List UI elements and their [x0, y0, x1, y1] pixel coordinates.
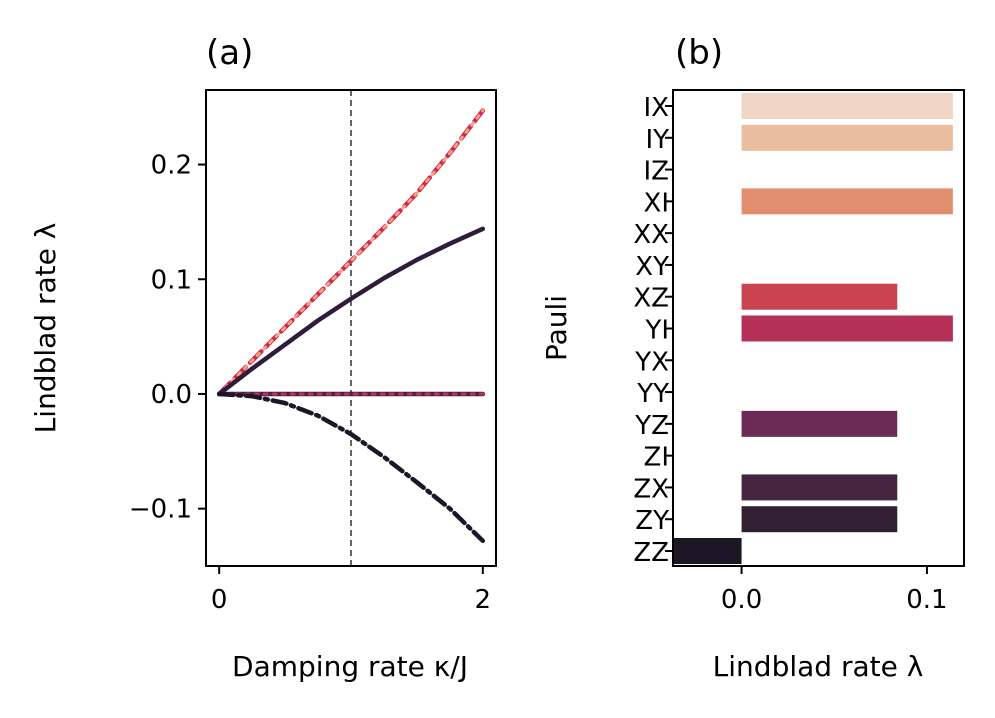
panel-b-category-label: IZ	[644, 157, 669, 187]
panel-b-category-label: XI	[644, 188, 669, 218]
panel-b-category-label: IX	[644, 93, 669, 123]
panel-b-axes-frame	[672, 89, 965, 567]
panel-b-category-label: ZI	[644, 443, 669, 473]
panel-b-y-axis-label: Pauli	[540, 295, 573, 361]
bar-ZY	[741, 506, 898, 533]
series-line-rate-upper-dotted	[217, 109, 485, 396]
bar-ZZ	[673, 538, 742, 564]
panel-a-axes-frame	[205, 89, 497, 567]
panel-a-plot-area: −0.1 0.0 0.1 0.2 0 2	[129, 89, 497, 615]
panel-b-category-label: YX	[634, 347, 669, 377]
panel-b-category-label: ZZ	[633, 538, 669, 568]
series-line-rate-middle	[216, 226, 486, 397]
panel-a-title: (a)	[206, 33, 253, 73]
panel-b-title: (b)	[675, 33, 723, 73]
panel-a-x-axis-label: Damping rate κ/J	[232, 650, 468, 683]
panel-b-category-label: YI	[644, 316, 669, 346]
panel-b-x-axis-label: Lindblad rate λ	[713, 650, 924, 683]
panel-a-x-tick-label: 2	[475, 585, 492, 615]
panel-b-category-label: XX	[633, 220, 669, 250]
panel-b-category-label: XZ	[633, 284, 669, 314]
bar-YZ	[741, 410, 898, 437]
panel-a-y-tick-label: 0.2	[151, 151, 192, 181]
bar-XZ	[741, 283, 898, 310]
panel-b-category-label: YZ	[634, 411, 669, 441]
panel-b-category-label: XY	[635, 252, 669, 282]
panel-b-category-label: YY	[636, 379, 669, 409]
panel-b-category-label: IY	[645, 125, 669, 155]
bar-XI	[741, 188, 953, 215]
bar-IX	[741, 93, 953, 119]
bar-YI	[741, 315, 953, 342]
panel-b-category-label: ZY	[635, 506, 669, 536]
bar-IY	[741, 124, 953, 151]
panel-a-y-axis-label: Lindblad rate λ	[29, 223, 62, 434]
panel-b-x-tick-label: 0.1	[906, 585, 947, 615]
panel-b-category-label: ZX	[633, 474, 669, 504]
panel-a-y-tick-label: 0.1	[151, 265, 192, 295]
panel-b-x-tick-label: 0.0	[721, 585, 762, 615]
series-line-rate-negative	[216, 391, 486, 544]
bar-ZX	[741, 474, 898, 501]
panel-a-y-tick-label: 0.0	[151, 380, 192, 410]
panel-a-x-tick-label: 0	[211, 585, 228, 615]
panel-a-y-tick-label: −0.1	[129, 495, 192, 525]
